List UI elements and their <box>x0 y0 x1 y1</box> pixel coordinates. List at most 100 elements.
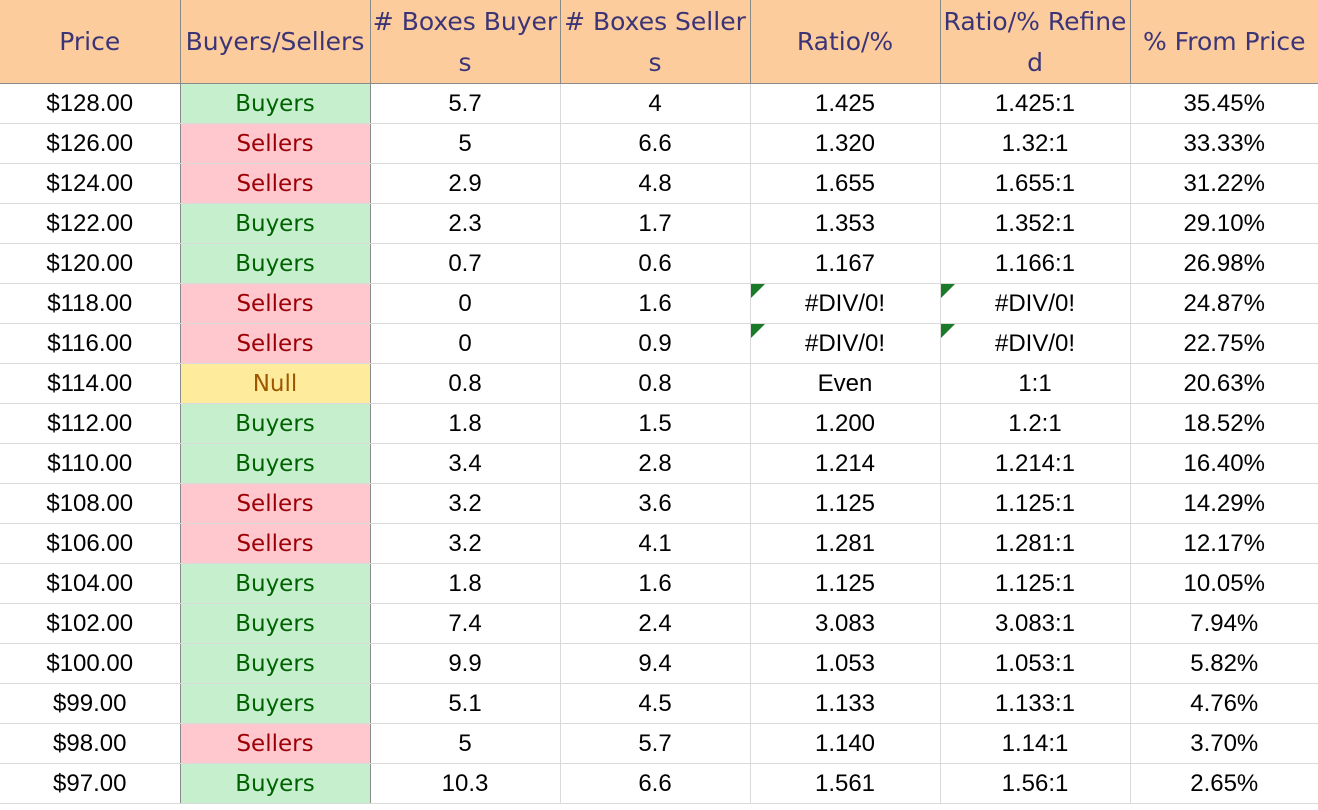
from-price-cell[interactable]: 2.65% <box>1130 763 1318 804</box>
from-price-cell[interactable]: 29.10% <box>1130 203 1318 244</box>
side-cell[interactable]: Sellers <box>180 483 371 524</box>
ratio-cell[interactable]: 1.133 <box>750 683 941 724</box>
ratio-cell[interactable]: 1.053 <box>750 643 941 684</box>
side-cell[interactable]: Buyers <box>180 643 371 684</box>
ratio-cell[interactable]: Even <box>750 363 941 404</box>
ratio-refined-cell[interactable]: 1.214:1 <box>940 443 1131 484</box>
ratio-cell[interactable]: 1.320 <box>750 123 941 164</box>
side-cell[interactable]: Buyers <box>180 603 371 644</box>
ratio-refined-cell[interactable]: 1.14:1 <box>940 723 1131 764</box>
boxes-sellers-cell[interactable]: 1.5 <box>560 403 751 444</box>
price-cell[interactable]: $102.00 <box>0 603 181 644</box>
side-cell[interactable]: Buyers <box>180 403 371 444</box>
side-cell[interactable]: Sellers <box>180 123 371 164</box>
boxes-buyers-cell[interactable]: 3.2 <box>370 483 561 524</box>
price-cell[interactable]: $106.00 <box>0 523 181 564</box>
from-price-cell[interactable]: 18.52% <box>1130 403 1318 444</box>
boxes-sellers-cell[interactable]: 6.6 <box>560 123 751 164</box>
boxes-sellers-cell[interactable]: 1.6 <box>560 563 751 604</box>
header-ratio[interactable]: Ratio/% <box>750 0 941 84</box>
ratio-refined-cell[interactable]: 1.281:1 <box>940 523 1131 564</box>
side-cell[interactable]: Sellers <box>180 283 371 324</box>
ratio-refined-cell[interactable]: 1.2:1 <box>940 403 1131 444</box>
ratio-cell[interactable]: 1.200 <box>750 403 941 444</box>
price-cell[interactable]: $99.00 <box>0 683 181 724</box>
boxes-buyers-cell[interactable]: 2.3 <box>370 203 561 244</box>
error-indicator-icon[interactable] <box>750 284 765 298</box>
ratio-refined-cell[interactable]: #DIV/0! <box>940 283 1131 324</box>
ratio-cell[interactable]: 1.167 <box>750 243 941 284</box>
boxes-sellers-cell[interactable]: 0.6 <box>560 243 751 284</box>
from-price-cell[interactable]: 12.17% <box>1130 523 1318 564</box>
ratio-cell[interactable]: 1.561 <box>750 763 941 804</box>
price-cell[interactable]: $104.00 <box>0 563 181 604</box>
side-cell[interactable]: Buyers <box>180 763 371 804</box>
boxes-buyers-cell[interactable]: 5 <box>370 123 561 164</box>
from-price-cell[interactable]: 3.70% <box>1130 723 1318 764</box>
boxes-sellers-cell[interactable]: 1.7 <box>560 203 751 244</box>
boxes-sellers-cell[interactable]: 4 <box>560 83 751 124</box>
ratio-refined-cell[interactable]: 1.32:1 <box>940 123 1131 164</box>
side-cell[interactable]: Buyers <box>180 203 371 244</box>
boxes-buyers-cell[interactable]: 1.8 <box>370 403 561 444</box>
from-price-cell[interactable]: 5.82% <box>1130 643 1318 684</box>
ratio-refined-cell[interactable]: 3.083:1 <box>940 603 1131 644</box>
price-cell[interactable]: $116.00 <box>0 323 181 364</box>
ratio-cell[interactable]: #DIV/0! <box>750 323 941 364</box>
ratio-refined-cell[interactable]: 1.125:1 <box>940 563 1131 604</box>
header-price[interactable]: Price <box>0 0 181 84</box>
error-indicator-icon[interactable] <box>750 324 765 338</box>
ratio-cell[interactable]: #DIV/0! <box>750 283 941 324</box>
header-boxes-sellers[interactable]: # Boxes Sellers <box>560 0 751 84</box>
ratio-refined-cell[interactable]: 1.166:1 <box>940 243 1131 284</box>
ratio-refined-cell[interactable]: 1.133:1 <box>940 683 1131 724</box>
from-price-cell[interactable]: 10.05% <box>1130 563 1318 604</box>
ratio-cell[interactable]: 1.353 <box>750 203 941 244</box>
boxes-buyers-cell[interactable]: 9.9 <box>370 643 561 684</box>
side-cell[interactable]: Buyers <box>180 563 371 604</box>
from-price-cell[interactable]: 24.87% <box>1130 283 1318 324</box>
side-cell[interactable]: Buyers <box>180 683 371 724</box>
error-indicator-icon[interactable] <box>940 324 955 338</box>
side-cell[interactable]: Sellers <box>180 523 371 564</box>
boxes-buyers-cell[interactable]: 0 <box>370 323 561 364</box>
boxes-buyers-cell[interactable]: 3.2 <box>370 523 561 564</box>
boxes-sellers-cell[interactable]: 3.6 <box>560 483 751 524</box>
boxes-sellers-cell[interactable]: 4.5 <box>560 683 751 724</box>
price-cell[interactable]: $122.00 <box>0 203 181 244</box>
boxes-sellers-cell[interactable]: 5.7 <box>560 723 751 764</box>
from-price-cell[interactable]: 14.29% <box>1130 483 1318 524</box>
from-price-cell[interactable]: 20.63% <box>1130 363 1318 404</box>
boxes-buyers-cell[interactable]: 2.9 <box>370 163 561 204</box>
side-cell[interactable]: Buyers <box>180 83 371 124</box>
price-cell[interactable]: $120.00 <box>0 243 181 284</box>
price-cell[interactable]: $124.00 <box>0 163 181 204</box>
ratio-refined-cell[interactable]: 1.125:1 <box>940 483 1131 524</box>
ratio-cell[interactable]: 1.125 <box>750 563 941 604</box>
ratio-cell[interactable]: 1.281 <box>750 523 941 564</box>
boxes-sellers-cell[interactable]: 6.6 <box>560 763 751 804</box>
boxes-sellers-cell[interactable]: 2.8 <box>560 443 751 484</box>
boxes-buyers-cell[interactable]: 0.7 <box>370 243 561 284</box>
price-cell[interactable]: $110.00 <box>0 443 181 484</box>
from-price-cell[interactable]: 7.94% <box>1130 603 1318 644</box>
ratio-cell[interactable]: 1.214 <box>750 443 941 484</box>
price-cell[interactable]: $98.00 <box>0 723 181 764</box>
boxes-sellers-cell[interactable]: 1.6 <box>560 283 751 324</box>
side-cell[interactable]: Sellers <box>180 723 371 764</box>
boxes-sellers-cell[interactable]: 0.8 <box>560 363 751 404</box>
from-price-cell[interactable]: 16.40% <box>1130 443 1318 484</box>
boxes-buyers-cell[interactable]: 5.1 <box>370 683 561 724</box>
header-from-price[interactable]: % From Price <box>1130 0 1318 84</box>
ratio-cell[interactable]: 1.125 <box>750 483 941 524</box>
side-cell[interactable]: Sellers <box>180 163 371 204</box>
boxes-buyers-cell[interactable]: 7.4 <box>370 603 561 644</box>
boxes-buyers-cell[interactable]: 0 <box>370 283 561 324</box>
boxes-buyers-cell[interactable]: 0.8 <box>370 363 561 404</box>
ratio-refined-cell[interactable]: 1.053:1 <box>940 643 1131 684</box>
from-price-cell[interactable]: 35.45% <box>1130 83 1318 124</box>
error-indicator-icon[interactable] <box>940 284 955 298</box>
boxes-sellers-cell[interactable]: 4.8 <box>560 163 751 204</box>
boxes-buyers-cell[interactable]: 1.8 <box>370 563 561 604</box>
boxes-buyers-cell[interactable]: 10.3 <box>370 763 561 804</box>
